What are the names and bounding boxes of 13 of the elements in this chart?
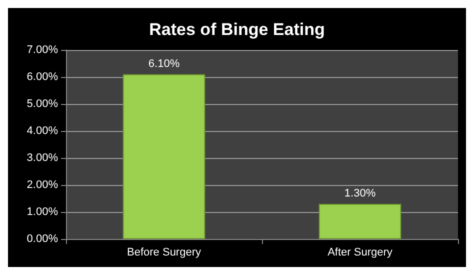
y-tick-label: 2.00% (26, 179, 58, 191)
data-label: 6.10% (148, 58, 180, 70)
y-tick-label: 1.00% (26, 206, 58, 218)
chart-title: Rates of Binge Eating (149, 20, 325, 39)
y-tick-label: 0.00% (26, 233, 58, 245)
y-tick-label: 5.00% (26, 98, 58, 110)
y-tick-label: 3.00% (26, 152, 58, 164)
y-tick-label: 7.00% (26, 44, 58, 56)
x-tick-label: After Surgery (328, 246, 393, 258)
data-label: 1.30% (344, 187, 376, 200)
x-tick-label: Before Surgery (127, 246, 202, 258)
y-tick-label: 6.00% (26, 71, 58, 83)
y-tick-label: 4.00% (26, 125, 58, 137)
